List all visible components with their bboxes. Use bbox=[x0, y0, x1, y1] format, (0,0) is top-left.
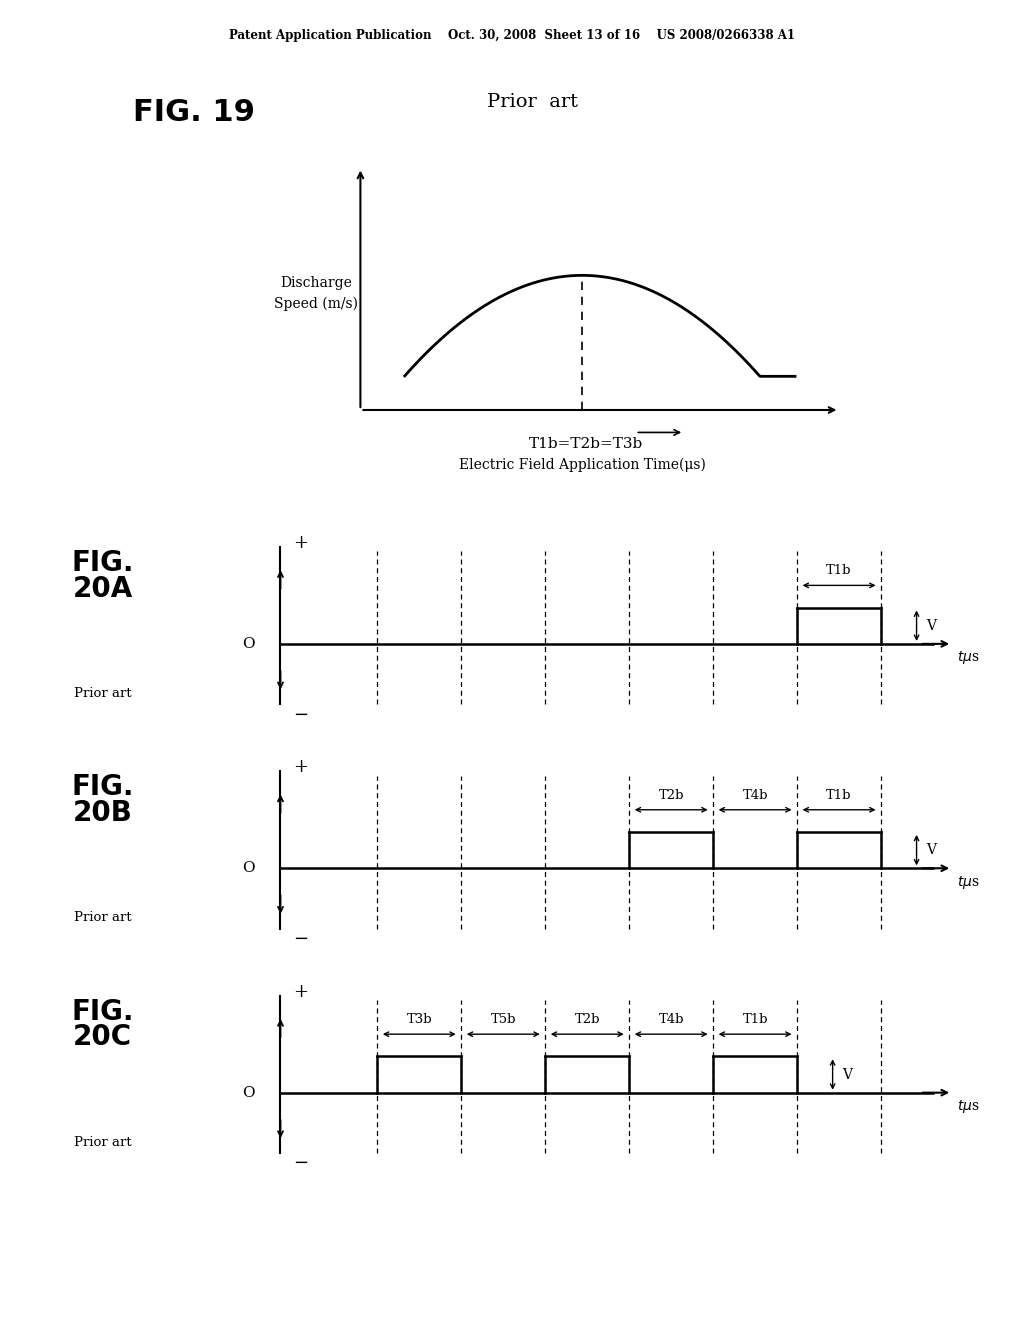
Text: O: O bbox=[242, 1085, 255, 1100]
Text: T1b=T2b=T3b: T1b=T2b=T3b bbox=[529, 437, 643, 451]
Text: V: V bbox=[927, 619, 936, 632]
Text: $t\mu$s: $t\mu$s bbox=[956, 649, 980, 667]
Text: $t\mu$s: $t\mu$s bbox=[956, 1098, 980, 1115]
Text: −: − bbox=[294, 1154, 308, 1172]
Text: Prior art: Prior art bbox=[74, 1135, 131, 1148]
Text: T1b: T1b bbox=[742, 1014, 768, 1026]
Text: T5b: T5b bbox=[490, 1014, 516, 1026]
Text: T2b: T2b bbox=[658, 789, 684, 801]
Text: Discharge
Speed (m/s): Discharge Speed (m/s) bbox=[274, 276, 358, 312]
Text: Prior  art: Prior art bbox=[487, 92, 578, 111]
Text: FIG.
20B: FIG. 20B bbox=[71, 774, 134, 828]
Text: T3b: T3b bbox=[407, 1014, 432, 1026]
Text: +: + bbox=[294, 759, 308, 776]
Text: V: V bbox=[843, 1068, 852, 1081]
Text: FIG.
20A: FIG. 20A bbox=[71, 549, 134, 603]
Text: T1b: T1b bbox=[826, 565, 852, 577]
Text: −: − bbox=[294, 705, 308, 723]
Text: V: V bbox=[927, 843, 936, 857]
Text: FIG. 19: FIG. 19 bbox=[133, 98, 255, 127]
Text: O: O bbox=[242, 861, 255, 875]
Text: Electric Field Application Time(μs): Electric Field Application Time(μs) bbox=[459, 457, 706, 471]
Text: T1b: T1b bbox=[826, 789, 852, 801]
Text: +: + bbox=[294, 983, 308, 1001]
Text: Prior art: Prior art bbox=[74, 911, 131, 924]
Text: Prior art: Prior art bbox=[74, 686, 131, 700]
Text: FIG.
20C: FIG. 20C bbox=[71, 998, 134, 1052]
Text: T4b: T4b bbox=[742, 789, 768, 801]
Text: +: + bbox=[294, 535, 308, 552]
Text: O: O bbox=[242, 636, 255, 651]
Text: T2b: T2b bbox=[574, 1014, 600, 1026]
Text: $t\mu$s: $t\mu$s bbox=[956, 874, 980, 891]
Text: Patent Application Publication    Oct. 30, 2008  Sheet 13 of 16    US 2008/02663: Patent Application Publication Oct. 30, … bbox=[229, 29, 795, 42]
Text: −: − bbox=[294, 929, 308, 948]
Text: T4b: T4b bbox=[658, 1014, 684, 1026]
